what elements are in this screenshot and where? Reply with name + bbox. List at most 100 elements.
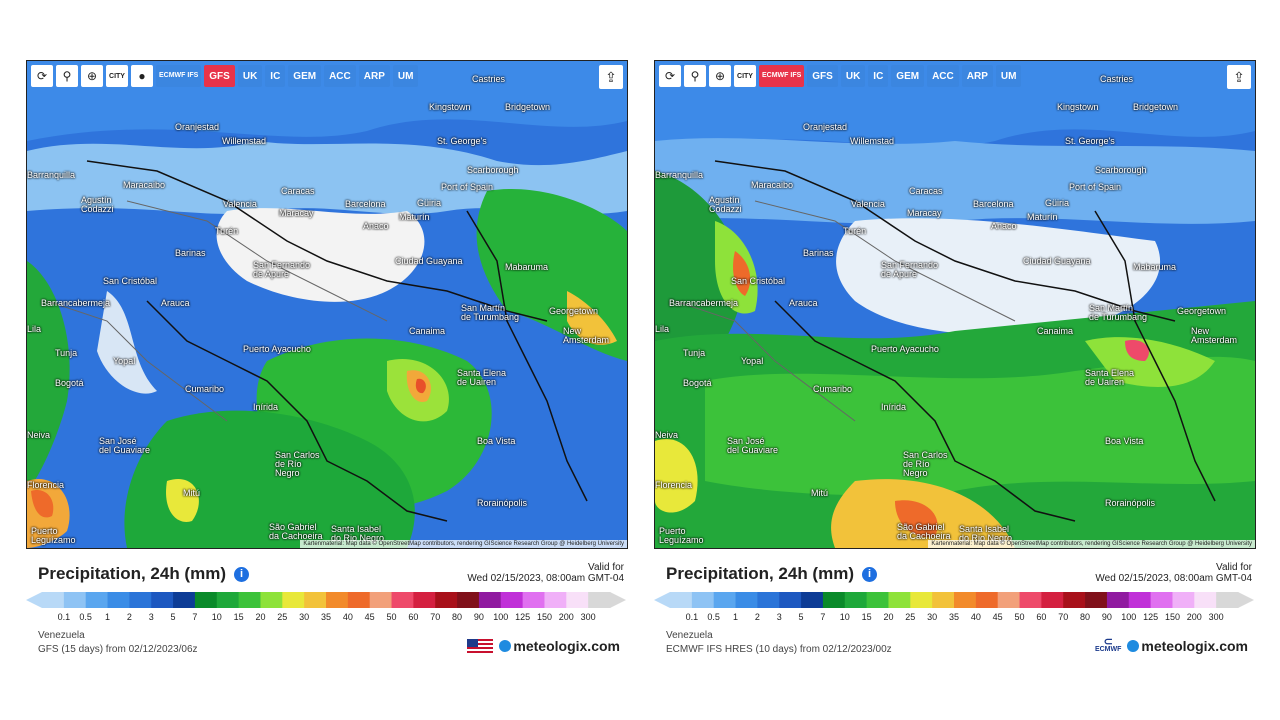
legend-tick-label: 35 <box>948 612 960 622</box>
gfs-precipitation-map[interactable]: ⟳ ⚲ ⊕ CITY ● ECMWF IFS GFS UK IC GEM ACC… <box>26 60 628 549</box>
model-tab-um[interactable]: UM <box>995 65 1022 87</box>
legend-tick-label: 90 <box>473 612 484 622</box>
legend-tick-label: 2 <box>754 612 760 622</box>
city-toggle-button[interactable]: CITY <box>734 65 756 87</box>
legend-tick-label: 40 <box>342 612 353 622</box>
legend-tick-label: 80 <box>1080 612 1091 622</box>
city-label: Maracaibo <box>751 180 794 190</box>
city-label: Maturín <box>1027 212 1058 222</box>
city-label: San Martín de Turumbang <box>461 303 520 322</box>
legend-tick-label: 200 <box>1186 612 1202 622</box>
city-label: Turén <box>215 226 239 236</box>
map-attribution: Kartenmaterial: Map data © OpenStreetMap… <box>928 540 1255 548</box>
legend-arrow-low <box>654 592 670 608</box>
model-tab-gfs[interactable]: GFS <box>204 65 235 87</box>
model-tab-acc[interactable]: ACC <box>927 65 959 87</box>
meteologix-logo[interactable]: meteologix.com <box>499 638 620 654</box>
model-tab-gem[interactable]: GEM <box>891 65 925 87</box>
city-label: San Carlos de Río Negro <box>275 450 320 478</box>
legend-tick-label: 150 <box>1164 612 1180 622</box>
model-tab-uk[interactable]: UK <box>840 65 866 87</box>
legend-tick-label: 0.1 <box>685 612 699 622</box>
model-tab-uk[interactable]: UK <box>237 65 263 87</box>
legend-swatch <box>866 592 889 608</box>
legend-swatch <box>1041 592 1064 608</box>
city-label: St. George's <box>1065 136 1115 146</box>
legend-tick-label: 200 <box>558 612 574 622</box>
info-icon[interactable]: i <box>861 566 877 582</box>
legend-swatch <box>997 592 1021 608</box>
city-label: Arauca <box>789 298 818 308</box>
refresh-icon[interactable]: ⟳ <box>31 65 53 87</box>
legend-swatch <box>1128 592 1152 608</box>
location-pin-icon[interactable]: ⚲ <box>56 65 78 87</box>
legend-tick-label: 3 <box>776 612 782 622</box>
legend-swatch <box>713 592 737 608</box>
dot-icon[interactable]: ● <box>131 65 153 87</box>
legend-swatch <box>326 592 349 608</box>
legend-swatch <box>1063 592 1086 608</box>
map-toolbar: ⟳ ⚲ ⊕ CITY ● ECMWF IFS GFS UK IC GEM ACC… <box>31 65 419 87</box>
city-label: Santa Elena de Uairen <box>457 368 507 387</box>
legend-arrow-high <box>610 592 626 608</box>
legend-tick-label: 20 <box>883 612 894 622</box>
legend-arrow-low <box>26 592 42 608</box>
legend-swatch <box>588 592 611 608</box>
city-label: Tunja <box>683 348 706 358</box>
city-label: San Fernando de Apure <box>881 260 939 279</box>
model-tab-arp[interactable]: ARP <box>358 65 390 87</box>
legend-tick-label: 10 <box>839 612 850 622</box>
city-label: Lila <box>655 324 670 334</box>
share-icon[interactable]: ⇪ <box>599 65 623 89</box>
zoom-icon[interactable]: ⊕ <box>81 65 103 87</box>
city-label: San José del Guaviare <box>727 436 779 455</box>
zoom-icon[interactable]: ⊕ <box>709 65 731 87</box>
legend-swatch <box>691 592 715 608</box>
model-tab-acc[interactable]: ACC <box>324 65 356 87</box>
ecmwf-precipitation-map[interactable]: ⟳ ⚲ ⊕ CITY ECMWF IFS GFS UK IC GEM ACC A… <box>654 60 1256 549</box>
location-pin-icon[interactable]: ⚲ <box>684 65 706 87</box>
legend-swatch <box>391 592 414 608</box>
city-label: Castries <box>1100 74 1134 84</box>
legend-tick-label: 50 <box>1014 612 1025 622</box>
legend-tick-label: 15 <box>233 612 244 622</box>
model-tab-ecmwf[interactable]: ECMWF IFS <box>759 65 805 87</box>
valid-time: Valid for Wed 02/15/2023, 08:00am GMT-04 <box>467 562 624 584</box>
precip-legend-bar <box>654 592 1254 608</box>
model-tab-ic[interactable]: IC <box>868 65 889 87</box>
model-tab-ic[interactable]: IC <box>265 65 286 87</box>
model-run-label: GFS (15 days) from 02/12/2023/06z <box>38 644 198 655</box>
refresh-icon[interactable]: ⟳ <box>659 65 681 87</box>
city-label: Kingstown <box>1057 102 1099 112</box>
info-icon[interactable]: i <box>233 566 249 582</box>
city-label: Maracay <box>279 208 314 218</box>
city-label: Bogotá <box>683 378 712 388</box>
city-label: Bridgetown <box>1133 102 1179 112</box>
legend-tick-label: 7 <box>192 612 198 622</box>
model-tab-gfs[interactable]: GFS <box>807 65 838 87</box>
legend-swatch <box>413 592 436 608</box>
legend-tick-label: 125 <box>1143 612 1159 622</box>
share-icon[interactable]: ⇪ <box>1227 65 1251 89</box>
ecmwf-panel: ⟳ ⚲ ⊕ CITY ECMWF IFS GFS UK IC GEM ACC A… <box>654 60 1256 660</box>
legend-swatch <box>194 592 218 608</box>
model-tab-gem[interactable]: GEM <box>288 65 322 87</box>
city-toggle-button[interactable]: CITY <box>106 65 128 87</box>
model-tab-um[interactable]: UM <box>392 65 419 87</box>
model-tab-arp[interactable]: ARP <box>961 65 993 87</box>
city-label: Boa Vista <box>1105 436 1144 446</box>
city-label: Scarborough <box>467 165 519 175</box>
city-label: Barranquilla <box>27 170 76 180</box>
city-label: Canaima <box>409 326 446 336</box>
legend-swatch <box>304 592 327 608</box>
legend-swatch <box>954 592 977 608</box>
city-label: San Fernando de Apure <box>253 260 311 279</box>
legend-swatch <box>670 592 693 608</box>
city-label: Maracaibo <box>123 180 166 190</box>
legend-swatch <box>129 592 152 608</box>
legend-swatch <box>910 592 933 608</box>
city-label: Puerto Ayacucho <box>871 344 939 354</box>
city-label: Santa Isabel do Rio Negro <box>959 524 1013 543</box>
meteologix-logo[interactable]: meteologix.com <box>1127 638 1248 654</box>
model-tab-ecmwf[interactable]: ECMWF IFS <box>156 65 202 87</box>
